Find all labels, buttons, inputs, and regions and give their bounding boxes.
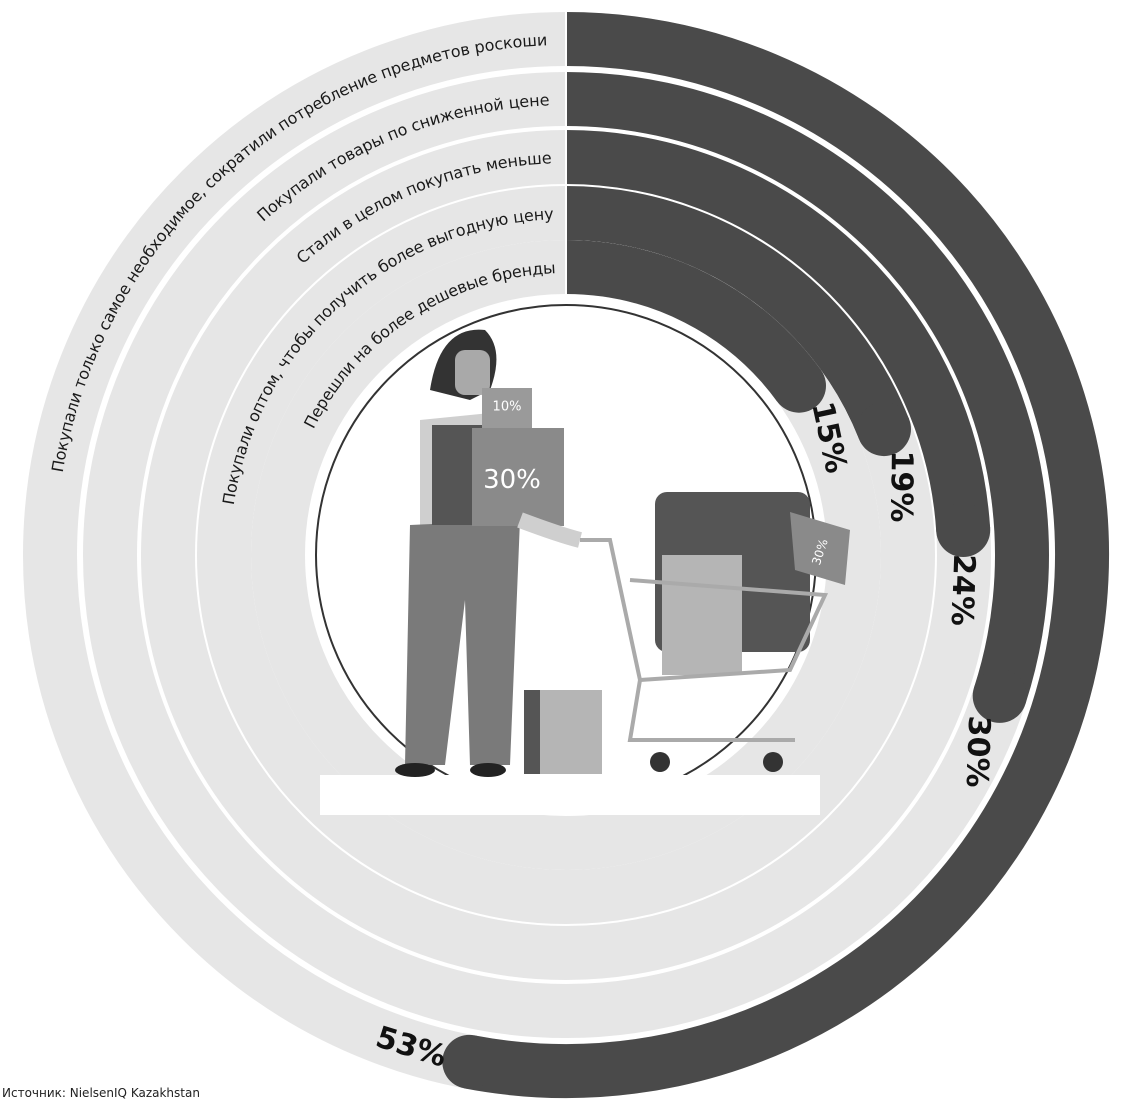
floor	[320, 775, 820, 815]
box	[482, 388, 532, 428]
bar-cap	[771, 358, 826, 413]
bag-side	[524, 690, 540, 774]
bar-cap	[856, 402, 911, 457]
shoe	[470, 763, 506, 777]
wheel	[763, 752, 783, 772]
illustration: 10% 30% 30%	[315, 304, 850, 815]
legs	[405, 520, 520, 765]
bar	[565, 72, 1049, 705]
box	[472, 428, 564, 526]
bar-cap	[442, 1034, 497, 1089]
bag	[662, 555, 742, 675]
bar	[464, 12, 1109, 1098]
tag-text: 30%	[483, 465, 541, 495]
face	[455, 350, 490, 395]
tag-text: 10%	[493, 400, 522, 415]
bar	[565, 186, 910, 440]
bar	[565, 240, 821, 402]
wheel	[650, 752, 670, 772]
source: Источник: NielsenIQ Kazakhstan	[2, 1086, 200, 1100]
bar-cap	[972, 668, 1027, 723]
value-label: 24%	[944, 553, 981, 626]
cart-base	[627, 679, 795, 742]
bar	[565, 130, 991, 532]
bar-cap	[936, 503, 991, 558]
cart	[580, 538, 829, 683]
value-label: 30%	[959, 715, 996, 788]
arm	[517, 512, 583, 548]
rings: Покупали только самое необходимое, сокра…	[23, 12, 1109, 1098]
value-label: 19%	[883, 450, 919, 522]
shoe	[395, 763, 435, 777]
price-tag	[790, 512, 850, 585]
